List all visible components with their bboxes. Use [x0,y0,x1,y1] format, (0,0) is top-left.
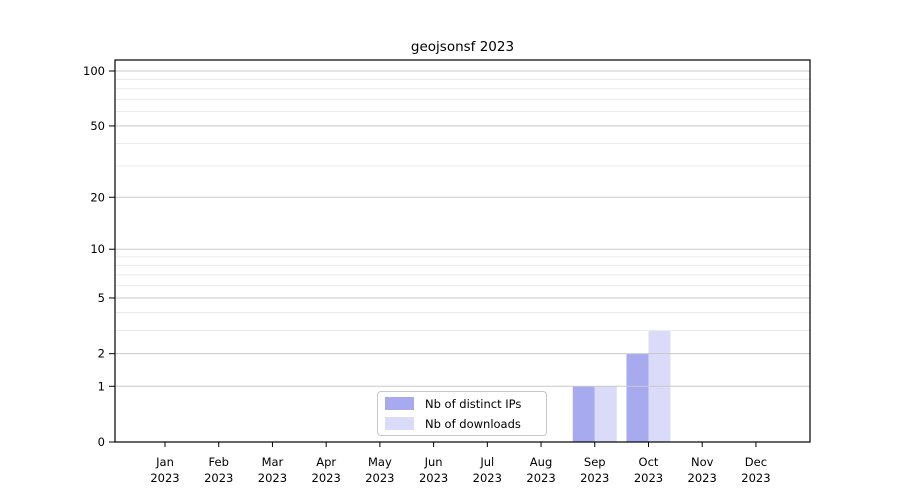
y-tick-label: 5 [98,291,105,305]
legend-swatch-distinct-ips [385,397,414,410]
plot-frame [114,59,811,443]
legend: Nb of distinct IPs Nb of downloads [377,391,547,436]
x-tick-label-year: 2023 [419,471,448,485]
x-tick-label-month: Dec [745,455,767,469]
x-tick-label-month: Mar [262,455,284,469]
x-tick-label-year: 2023 [634,471,663,485]
x-tick-label-year: 2023 [365,471,394,485]
bar-downloads-sep [594,386,617,442]
bar-distinct-ips-oct [626,353,649,442]
x-tick-label-month: May [368,455,392,469]
x-tick-label-month: Jul [479,455,494,469]
x-tick-label-year: 2023 [580,471,609,485]
x-tick-label-year: 2023 [312,471,341,485]
x-tick-label-month: Jan [155,455,174,469]
x-tick-label-month: Sep [584,455,606,469]
y-tick-label: 0 [98,435,105,449]
chart-title: geojsonsf 2023 [410,39,515,55]
x-tick-label-year: 2023 [150,471,179,485]
x-tick-label-year: 2023 [204,471,233,485]
legend-swatch-downloads [385,417,414,430]
y-tick-label: 2 [98,347,105,361]
x-tick-label-month: Nov [691,455,714,469]
x-tick-label-year: 2023 [741,471,770,485]
x-tick-label-month: Apr [316,455,336,469]
x-tick-label-year: 2023 [258,471,287,485]
legend-item-downloads: Nb of downloads [385,417,546,431]
y-tick-label: 20 [90,190,105,204]
y-tick-label: 50 [90,119,105,133]
x-tick-label-month: Feb [209,455,229,469]
x-tick-label-month: Oct [639,455,659,469]
y-tick-label: 1 [98,379,105,393]
bar-distinct-ips-sep [572,386,595,442]
x-tick-label-year: 2023 [526,471,555,485]
x-tick-label-year: 2023 [688,471,717,485]
y-tick-label: 10 [90,242,105,256]
legend-item-distinct-ips: Nb of distinct IPs [385,397,546,411]
y-tick-label: 100 [83,64,105,78]
x-tick-label-month: Jun [424,455,443,469]
x-tick-label-year: 2023 [473,471,502,485]
legend-label-downloads: Nb of downloads [425,416,521,431]
legend-label-distinct-ips: Nb of distinct IPs [425,396,522,411]
x-tick-label-month: Aug [530,455,552,469]
